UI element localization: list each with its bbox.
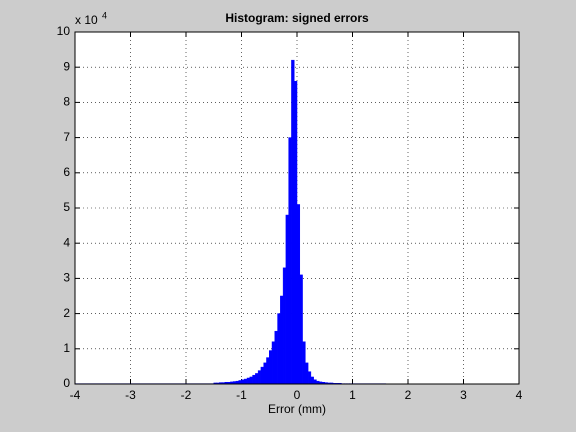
x-tick-label: 1 — [349, 388, 356, 402]
y-tick-label: 1 — [63, 341, 70, 355]
y-tick-label: 10 — [57, 24, 71, 38]
bar — [277, 313, 281, 385]
bar — [305, 362, 309, 385]
y-tick-label: 9 — [63, 59, 70, 73]
x-tick-label: -1 — [236, 388, 247, 402]
x-tick-label: 2 — [405, 388, 412, 402]
y-tick-label: 2 — [63, 306, 70, 320]
bar — [296, 204, 301, 385]
bar — [274, 330, 278, 385]
bar — [302, 341, 306, 385]
y-scale-exponent: 4 — [102, 10, 107, 20]
bar — [249, 376, 253, 385]
bar — [241, 379, 245, 385]
bar — [263, 362, 267, 385]
bar — [299, 274, 303, 385]
bar — [282, 267, 287, 385]
bar — [288, 137, 292, 385]
bar — [285, 214, 289, 385]
bar — [257, 370, 262, 385]
bar — [310, 376, 314, 385]
bar — [238, 380, 242, 385]
bar — [255, 373, 259, 385]
x-tick-label: -3 — [125, 388, 136, 402]
bar — [260, 366, 264, 385]
y-tick-label: 7 — [63, 130, 70, 144]
chart-title: Histogram: signed errors — [225, 11, 369, 25]
y-tick-label: 3 — [63, 271, 70, 285]
bar — [266, 357, 270, 385]
bar — [246, 377, 251, 385]
bar — [252, 374, 256, 385]
x-tick-label: 3 — [460, 388, 467, 402]
bar — [291, 59, 295, 385]
y-tick-label: 5 — [63, 200, 70, 214]
x-tick-label: 0 — [294, 388, 301, 402]
y-scale-base: x 10 — [75, 13, 98, 27]
bar — [280, 295, 284, 385]
y-tick-label: 6 — [63, 165, 70, 179]
x-tick-label: 4 — [516, 388, 523, 402]
bar — [293, 81, 298, 385]
bar — [313, 379, 317, 385]
y-tick-label: 0 — [63, 376, 70, 390]
bar — [244, 378, 248, 385]
x-tick-label: -2 — [181, 388, 192, 402]
x-tick-label: -4 — [70, 388, 81, 402]
y-tick-label: 4 — [63, 235, 70, 249]
bar — [271, 341, 276, 385]
bar — [269, 350, 273, 385]
bar — [307, 371, 312, 385]
x-axis-label: Error (mm) — [268, 402, 326, 416]
y-tick-label: 8 — [63, 95, 70, 109]
axes-box — [74, 31, 520, 385]
